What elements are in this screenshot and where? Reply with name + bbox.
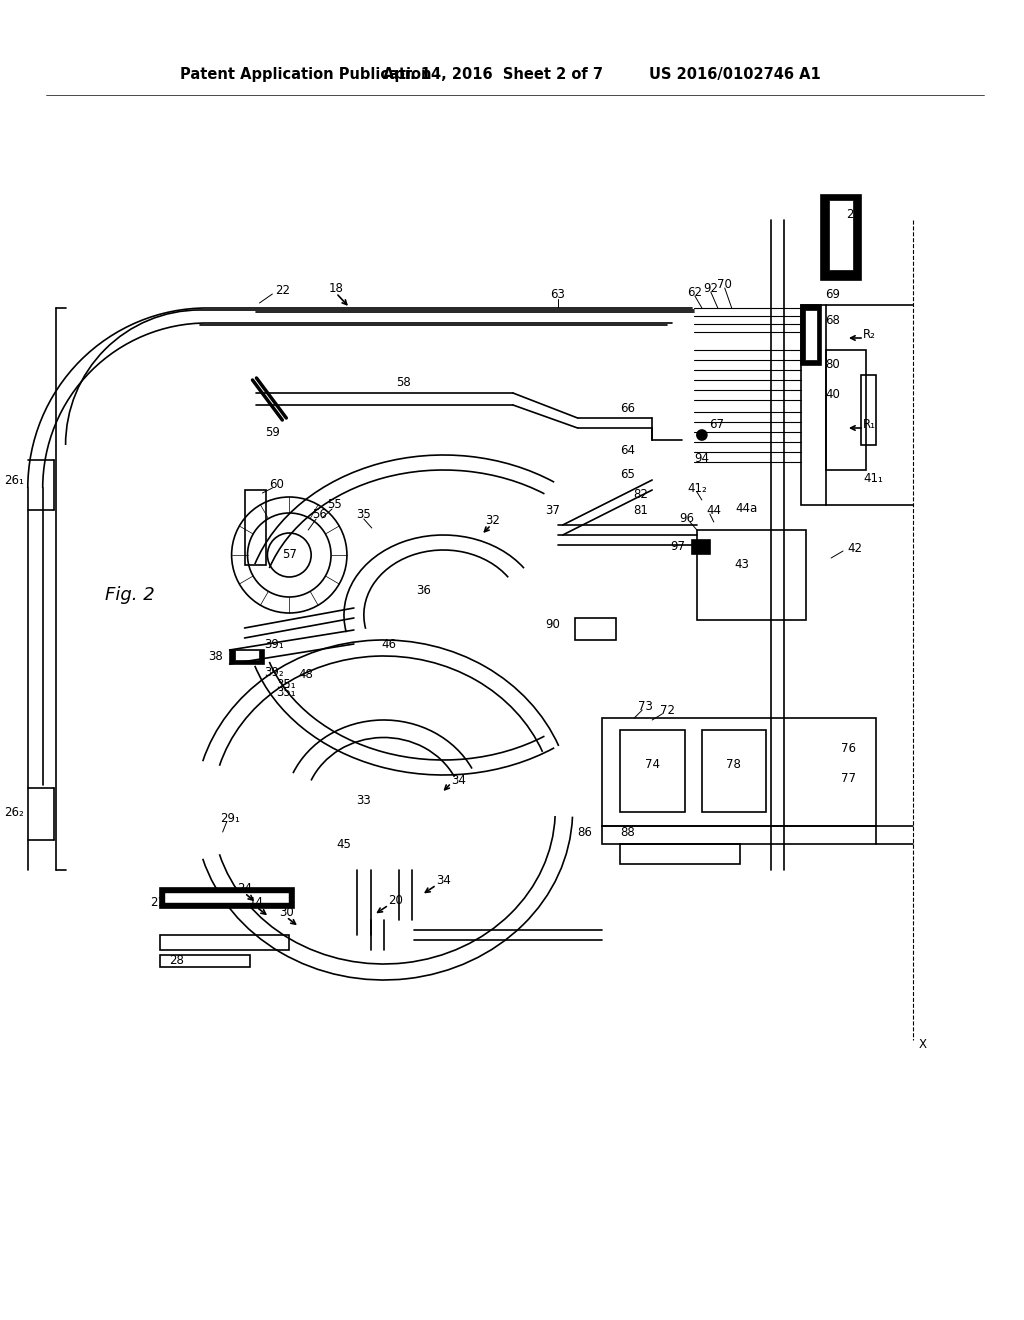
Text: 18: 18 (329, 281, 343, 294)
Text: 81: 81 (633, 503, 647, 516)
Text: R₁: R₁ (863, 418, 876, 432)
Text: 20: 20 (388, 894, 403, 907)
Text: 67: 67 (710, 418, 724, 432)
Text: Apr. 14, 2016  Sheet 2 of 7: Apr. 14, 2016 Sheet 2 of 7 (383, 67, 603, 82)
Text: 21: 21 (151, 895, 165, 908)
Bar (574, 618, 616, 640)
Circle shape (697, 430, 707, 440)
Text: 14: 14 (249, 895, 264, 908)
Text: X: X (919, 1039, 927, 1052)
Text: 77: 77 (841, 771, 856, 784)
Text: 34: 34 (451, 774, 466, 787)
Text: 35₁: 35₁ (276, 678, 296, 692)
Text: 62: 62 (687, 285, 702, 298)
Text: 44: 44 (707, 503, 721, 516)
Text: 90: 90 (545, 618, 560, 631)
Text: 63: 63 (550, 289, 565, 301)
Bar (234, 649, 259, 660)
Text: 78: 78 (726, 759, 741, 771)
Text: 45: 45 (337, 838, 351, 851)
Text: 29₁: 29₁ (220, 812, 240, 825)
Text: 41₂: 41₂ (687, 482, 707, 495)
Text: 86: 86 (578, 825, 593, 838)
Text: 57: 57 (282, 549, 297, 561)
Bar (602, 826, 876, 843)
Text: 70: 70 (717, 277, 732, 290)
Text: 28: 28 (170, 953, 184, 966)
Bar (692, 540, 710, 554)
Text: 26₂: 26₂ (4, 805, 24, 818)
Text: 82: 82 (633, 488, 647, 502)
Bar (826, 350, 866, 470)
Bar (701, 730, 767, 812)
Text: 22: 22 (274, 284, 290, 297)
Text: 56: 56 (311, 508, 327, 521)
Bar (245, 490, 266, 565)
Bar (160, 935, 289, 950)
Bar (165, 894, 289, 903)
Bar (621, 730, 685, 812)
Text: 48: 48 (299, 668, 313, 681)
Text: 55: 55 (327, 499, 341, 511)
Bar (802, 305, 826, 506)
Text: 60: 60 (269, 479, 284, 491)
Text: R₂: R₂ (863, 329, 876, 342)
Bar (805, 310, 817, 360)
Text: 46: 46 (381, 639, 396, 652)
Text: 34: 34 (436, 874, 451, 887)
Text: 59: 59 (265, 425, 280, 438)
Bar (160, 954, 250, 968)
Text: 73: 73 (638, 700, 652, 713)
Text: 97: 97 (671, 540, 685, 553)
Text: 80: 80 (825, 359, 840, 371)
Text: 39₂: 39₂ (264, 665, 285, 678)
Text: 43: 43 (734, 558, 750, 572)
Text: US 2016/0102746 A1: US 2016/0102746 A1 (649, 67, 821, 82)
Text: 88: 88 (621, 825, 635, 838)
Bar (802, 305, 821, 366)
Bar (861, 375, 876, 445)
Text: 92: 92 (703, 281, 718, 294)
Text: 65: 65 (620, 469, 635, 482)
Text: 76: 76 (841, 742, 856, 755)
Text: 58: 58 (396, 376, 411, 389)
Text: 38: 38 (208, 651, 222, 664)
Text: 42: 42 (847, 541, 862, 554)
Text: Patent Application Publication: Patent Application Publication (180, 67, 431, 82)
Text: 68: 68 (825, 314, 840, 326)
Text: 36: 36 (416, 583, 431, 597)
Text: 24: 24 (237, 882, 252, 895)
Bar (602, 718, 876, 826)
Bar (697, 531, 806, 620)
Bar (229, 649, 264, 664)
Text: 64: 64 (620, 444, 635, 457)
Text: 23: 23 (846, 209, 861, 222)
Text: 32: 32 (485, 513, 501, 527)
Text: 26₁: 26₁ (4, 474, 24, 487)
Text: 33: 33 (356, 793, 372, 807)
Text: 66: 66 (620, 401, 635, 414)
Text: 96: 96 (680, 511, 694, 524)
Text: 40: 40 (825, 388, 840, 401)
Text: 94: 94 (694, 451, 710, 465)
Text: 35: 35 (356, 508, 372, 521)
Text: Fig. 2: Fig. 2 (105, 586, 155, 605)
Text: 74: 74 (645, 759, 659, 771)
Text: 30: 30 (279, 906, 294, 919)
Bar (621, 843, 739, 865)
Text: 41₁: 41₁ (863, 471, 883, 484)
Text: 35₁: 35₁ (276, 685, 296, 698)
Bar (829, 201, 853, 271)
Text: 44a: 44a (735, 502, 758, 515)
Bar (160, 888, 294, 908)
Text: 72: 72 (659, 704, 675, 717)
Text: 37: 37 (546, 503, 560, 516)
Bar (821, 195, 861, 280)
Text: 39₁: 39₁ (264, 639, 285, 652)
Text: 69: 69 (825, 289, 840, 301)
